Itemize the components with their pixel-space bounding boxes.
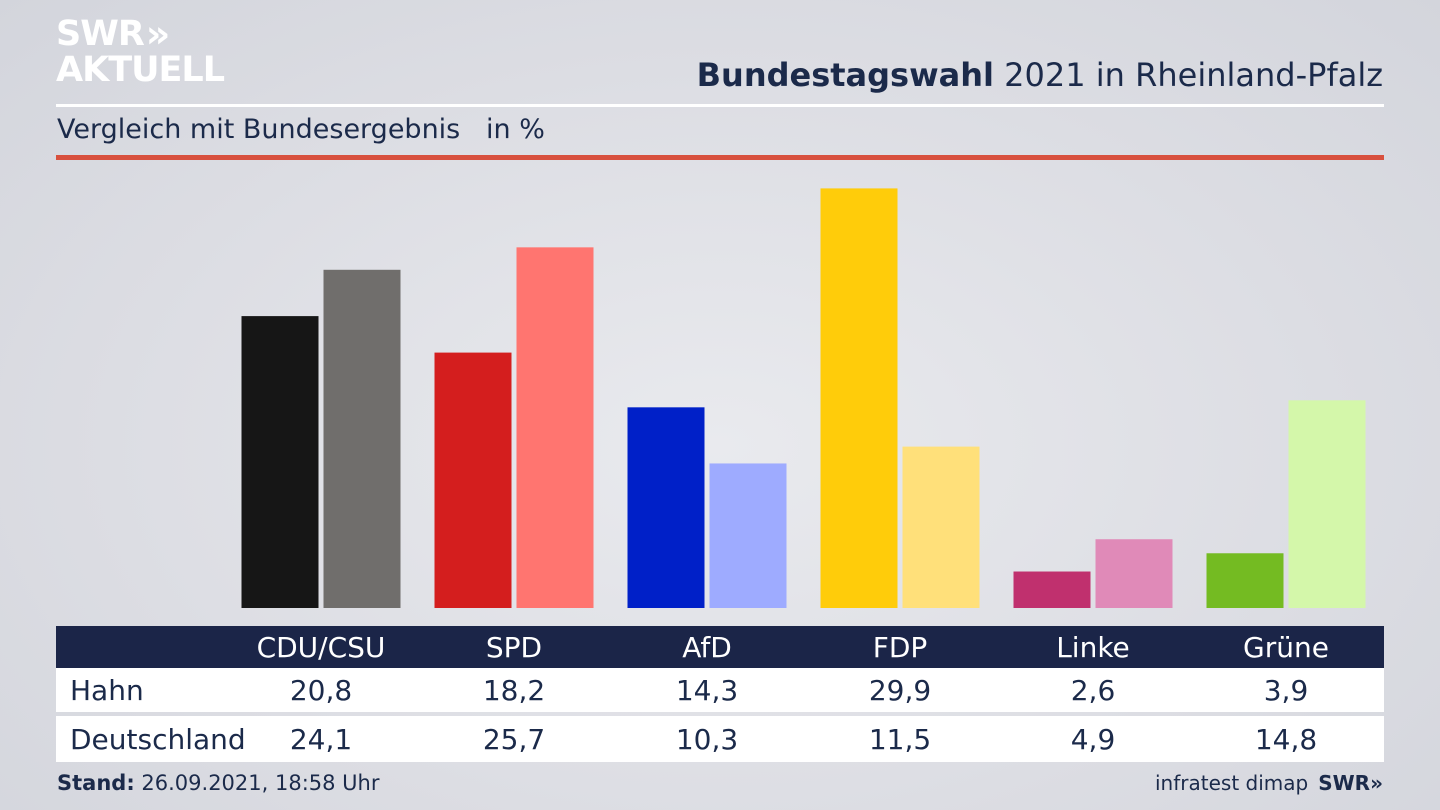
source-credit: infratest dimap SWR» (1155, 771, 1383, 795)
timestamp: Stand: 26.09.2021, 18:58 Uhr (57, 771, 380, 795)
table-cell: 29,9 (868, 673, 932, 707)
swr-aktuell-logo: SWR» AKTUELL (56, 14, 225, 90)
bar-cdu-csu-hahn (241, 316, 319, 608)
table-cell: 4,9 (1070, 722, 1116, 756)
column-header: Grüne (1243, 630, 1329, 664)
row-label: Hahn (70, 673, 144, 707)
bar-linke-hahn (1013, 571, 1091, 608)
page-title-rest: 2021 in Rheinland-Pfalz (994, 56, 1383, 94)
column-header: AfD (682, 630, 732, 664)
bar-spd-deutschland (516, 247, 594, 609)
page-title: Bundestagswahl 2021 in Rheinland-Pfalz (697, 56, 1383, 94)
bar-cdu-csu-deutschland (323, 269, 401, 608)
accent-rule (56, 155, 1384, 160)
table-cell: 11,5 (868, 722, 932, 756)
table-cell: 10,3 (675, 722, 739, 756)
bar-linke-deutschland (1095, 539, 1173, 608)
table-cell: 20,8 (289, 673, 353, 707)
bar-fdp-hahn (820, 188, 898, 609)
column-header: Linke (1056, 630, 1130, 664)
table-cell: 14,8 (1254, 722, 1318, 756)
header-divider (56, 104, 1384, 107)
source-text: infratest dimap (1155, 771, 1309, 795)
timestamp-value: 26.09.2021, 18:58 Uhr (134, 771, 380, 795)
bar-afd-deutschland (709, 463, 787, 608)
bar-gr-ne-deutschland (1288, 400, 1366, 608)
bar-fdp-deutschland (902, 446, 980, 608)
column-header: CDU/CSU (256, 630, 386, 664)
table-row-deutschland: Deutschland 24,1 25,7 10,3 11,5 4,9 14,8 (56, 716, 1384, 762)
bar-spd-hahn (434, 352, 512, 608)
table-cell: 14,3 (675, 673, 739, 707)
table-cell: 2,6 (1070, 673, 1116, 707)
table-cell: 24,1 (289, 722, 353, 756)
table-header-row: CDU/CSU SPD AfD FDP Linke Grüne (56, 626, 1384, 668)
page-title-bold: Bundestagswahl (696, 56, 994, 94)
table-cell: 25,7 (482, 722, 546, 756)
column-header: FDP (872, 630, 928, 664)
table-row-hahn: Hahn 20,8 18,2 14,3 29,9 2,6 3,9 (56, 668, 1384, 712)
timestamp-label: Stand: (57, 771, 135, 795)
chart-subtitle: Vergleich mit Bundesergebnis in % (57, 114, 545, 145)
column-header: SPD (485, 630, 543, 664)
logo-swr-text: SWR (56, 14, 145, 54)
logo-aktuell-text: AKTUELL (56, 50, 225, 90)
bar-gr-ne-hahn (1206, 553, 1284, 608)
row-label: Deutschland (70, 722, 246, 756)
table-cell: 3,9 (1263, 673, 1309, 707)
table-cell: 18,2 (482, 673, 546, 707)
bar-afd-hahn (627, 407, 705, 608)
swr-brand-icon: SWR» (1318, 771, 1383, 795)
